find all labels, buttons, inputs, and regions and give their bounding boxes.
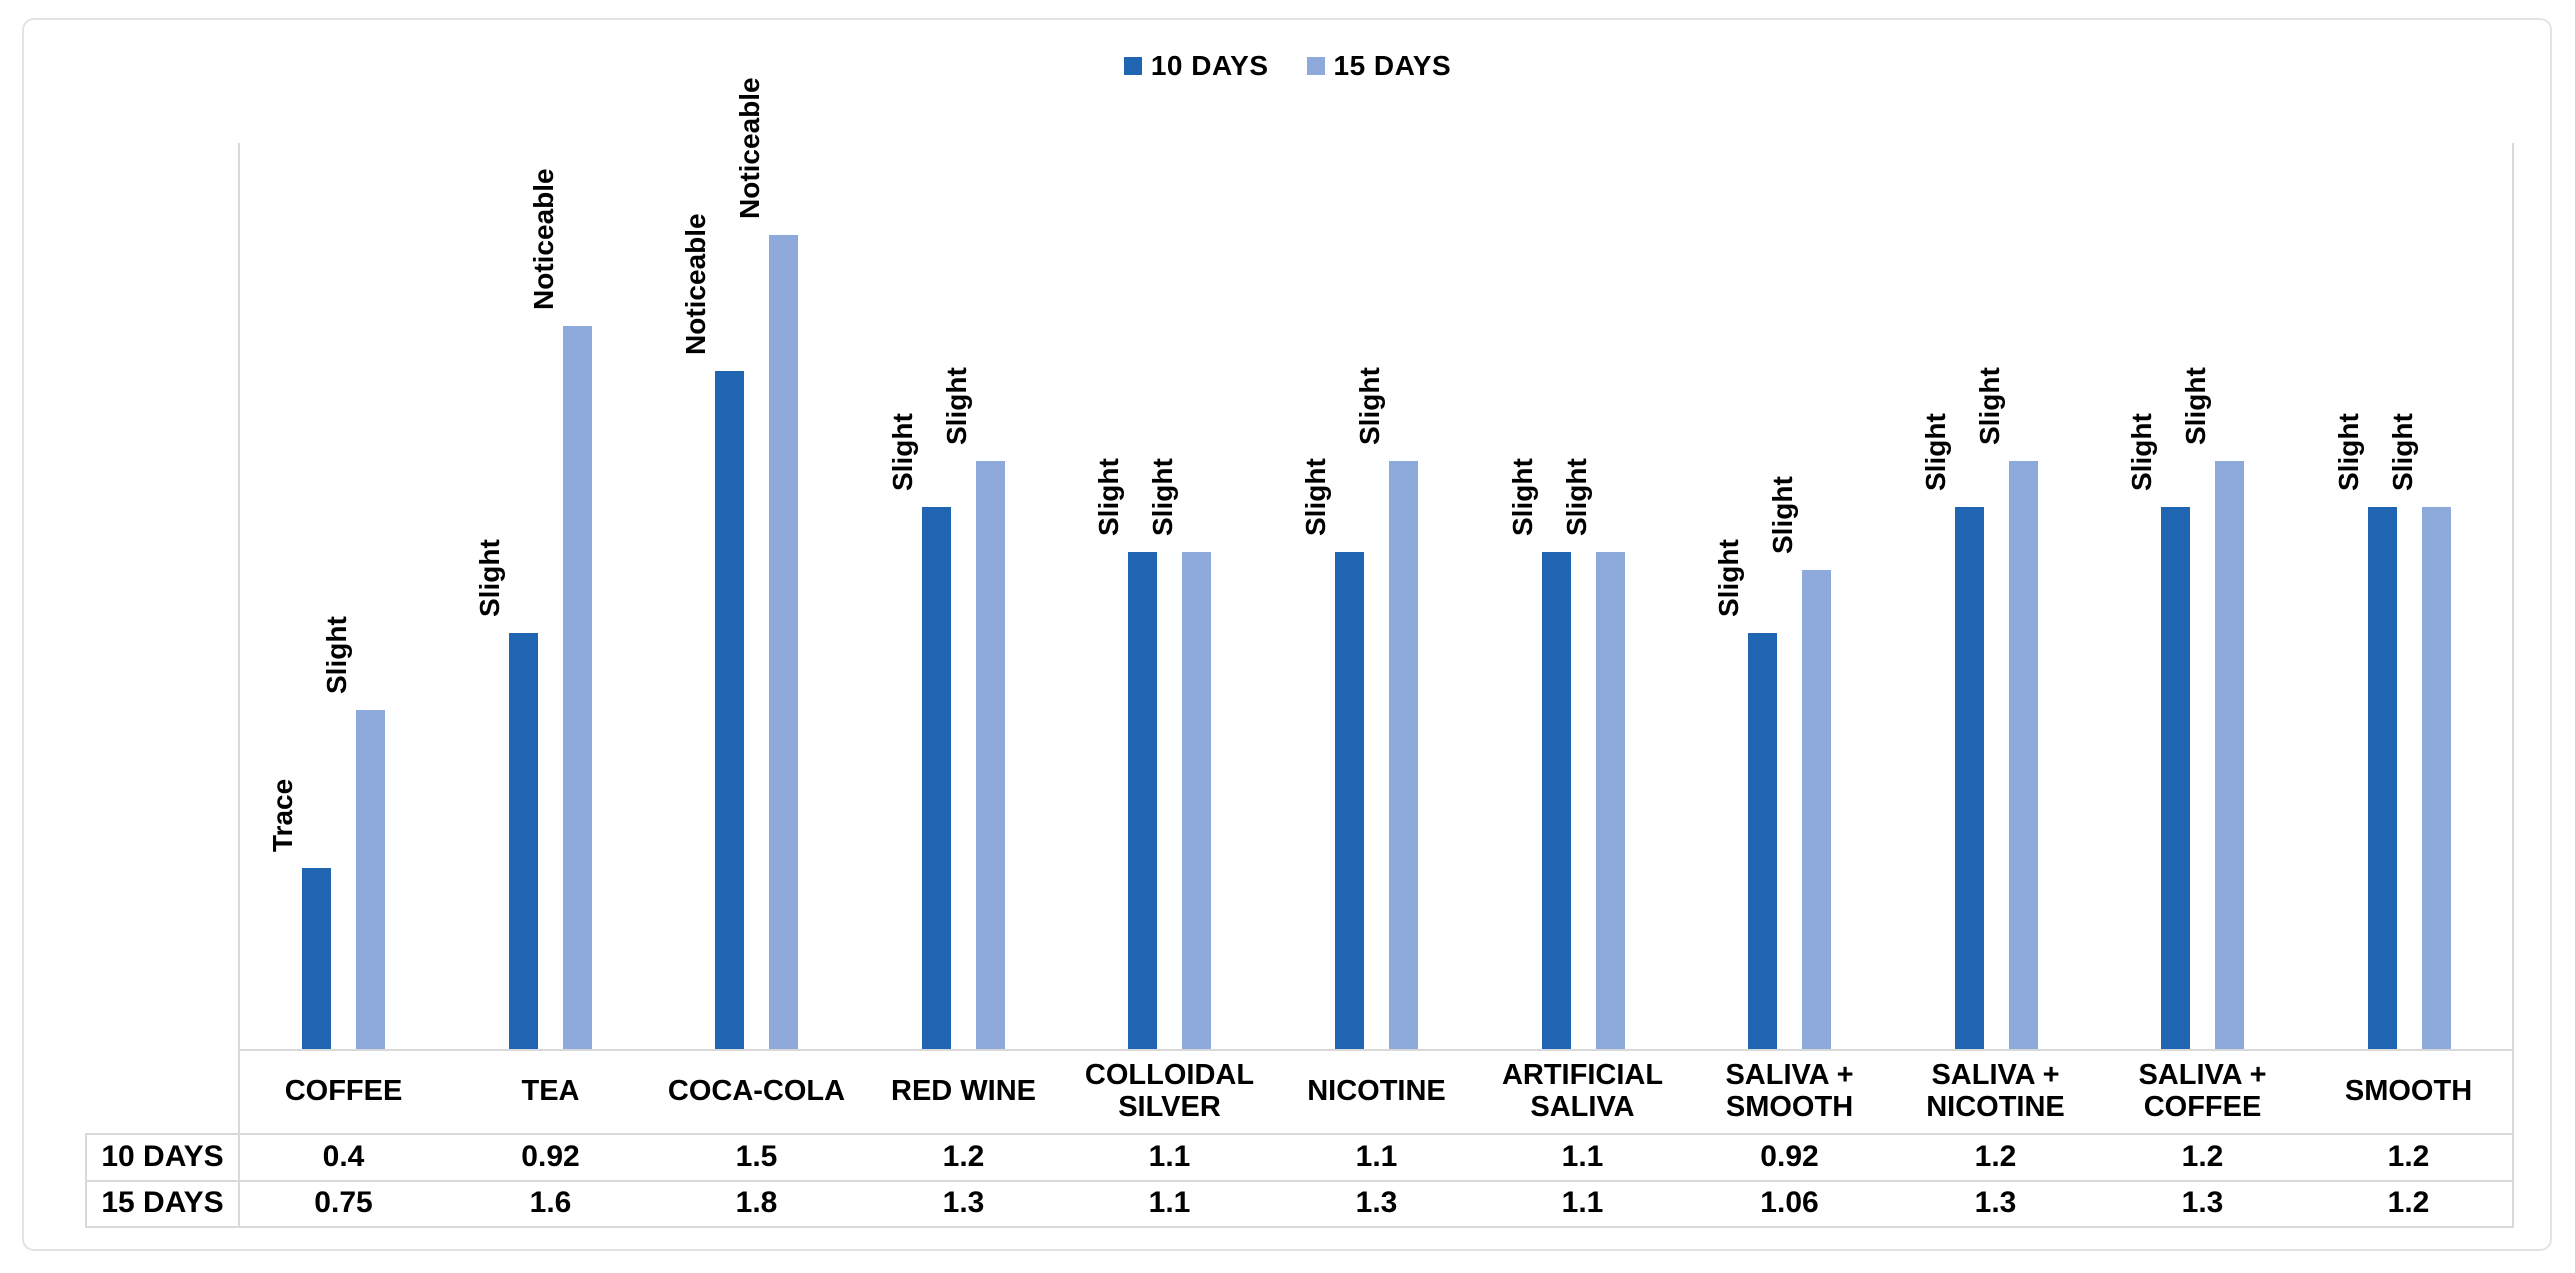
bar-value-label-10-days-tea: Slight bbox=[474, 539, 505, 617]
bar-10-days-coca-cola bbox=[715, 371, 744, 1049]
bar-15-days-coffee bbox=[356, 710, 385, 1049]
bar-15-days-colloidal-silver bbox=[1182, 552, 1211, 1049]
bar-15-days-coca-cola bbox=[769, 235, 798, 1049]
x-axis-baseline bbox=[238, 1049, 2514, 1051]
table-cell-15-days-smooth: 1.2 bbox=[2387, 1186, 2430, 1219]
bar-value-label-15-days-colloidal-silver: Slight bbox=[1147, 458, 1178, 536]
table-line-h3 bbox=[85, 1180, 2514, 1182]
bar-15-days-saliva-coffee bbox=[2215, 461, 2244, 1049]
table-cell-10-days-nicotine: 1.1 bbox=[1355, 1139, 1398, 1173]
chart-legend: 10 DAYS 15 DAYS bbox=[0, 50, 2575, 82]
category-label-smooth: SMOOTH bbox=[2344, 1074, 2473, 1107]
bar-15-days-nicotine bbox=[1389, 461, 1418, 1049]
table-row-header-15-days: 15 DAYS bbox=[101, 1186, 224, 1219]
category-label-red-wine: RED WINE bbox=[891, 1074, 1036, 1107]
bar-value-label-10-days-colloidal-silver: Slight bbox=[1093, 458, 1124, 536]
bar-15-days-saliva-nicotine bbox=[2009, 461, 2038, 1049]
table-cell-15-days-saliva-coffee: 1.3 bbox=[2181, 1186, 2224, 1219]
table-line-right bbox=[2512, 1049, 2514, 1228]
table-cell-10-days-coca-cola: 1.5 bbox=[735, 1139, 778, 1173]
category-label-artificial-saliva: ARTIFICIAL SALIVA bbox=[1501, 1058, 1664, 1123]
table-cell-10-days-saliva-smooth: 0.92 bbox=[1760, 1139, 1819, 1173]
bar-value-label-10-days-saliva-nicotine: Slight bbox=[1920, 413, 1951, 491]
bar-10-days-saliva-coffee bbox=[2161, 507, 2190, 1049]
chart-frame-border bbox=[22, 18, 2552, 1251]
bar-value-label-15-days-coffee: Slight bbox=[321, 616, 352, 694]
table-line-h4 bbox=[85, 1226, 2514, 1228]
legend-item-10-days: 10 DAYS bbox=[1123, 50, 1269, 82]
bar-value-label-15-days-coca-cola: Noticeable bbox=[734, 77, 765, 219]
bar-value-label-15-days-saliva-coffee: Slight bbox=[2180, 367, 2211, 445]
category-label-coffee: COFFEE bbox=[284, 1074, 403, 1107]
table-cell-15-days-coffee: 0.75 bbox=[314, 1186, 373, 1219]
bar-value-label-10-days-artificial-saliva: Slight bbox=[1507, 458, 1538, 536]
legend-label-10-days: 10 DAYS bbox=[1150, 50, 1269, 81]
table-cell-10-days-smooth: 1.2 bbox=[2387, 1139, 2430, 1173]
table-cell-10-days-colloidal-silver: 1.1 bbox=[1148, 1139, 1191, 1173]
bar-value-label-15-days-saliva-smooth: Slight bbox=[1767, 476, 1798, 554]
bar-value-label-15-days-red-wine: Slight bbox=[941, 367, 972, 445]
bar-15-days-smooth bbox=[2422, 507, 2451, 1049]
bar-10-days-red-wine bbox=[922, 507, 951, 1049]
bar-10-days-artificial-saliva bbox=[1542, 552, 1571, 1049]
table-cell-10-days-artificial-saliva: 1.1 bbox=[1561, 1139, 1604, 1173]
category-label-coca-cola: COCA-COLA bbox=[667, 1074, 846, 1107]
bar-15-days-tea bbox=[563, 326, 592, 1049]
table-cell-15-days-colloidal-silver: 1.1 bbox=[1148, 1186, 1191, 1219]
bar-value-label-10-days-smooth: Slight bbox=[2333, 413, 2364, 491]
category-label-saliva-coffee: SALIVA + COFFEE bbox=[2138, 1058, 2267, 1123]
legend-label-15-days: 15 DAYS bbox=[1333, 50, 1452, 81]
bar-15-days-red-wine bbox=[976, 461, 1005, 1049]
table-cell-10-days-tea: 0.92 bbox=[521, 1139, 580, 1173]
table-cell-15-days-red-wine: 1.3 bbox=[942, 1186, 985, 1219]
table-cell-15-days-coca-cola: 1.8 bbox=[735, 1186, 778, 1219]
bar-value-label-15-days-artificial-saliva: Slight bbox=[1561, 458, 1592, 536]
bar-value-label-10-days-nicotine: Slight bbox=[1300, 458, 1331, 536]
category-label-saliva-nicotine: SALIVA + NICOTINE bbox=[1926, 1058, 2065, 1123]
bar-value-label-10-days-red-wine: Slight bbox=[887, 413, 918, 491]
bar-value-label-10-days-saliva-smooth: Slight bbox=[1713, 539, 1744, 617]
plot-right-border-line bbox=[2512, 143, 2514, 1049]
table-line-left bbox=[85, 1133, 87, 1228]
table-cell-10-days-coffee: 0.4 bbox=[322, 1139, 365, 1173]
bar-10-days-coffee bbox=[302, 868, 331, 1049]
table-cell-10-days-red-wine: 1.2 bbox=[942, 1139, 985, 1173]
bar-value-label-10-days-coffee: Trace bbox=[267, 778, 298, 852]
table-cell-15-days-saliva-nicotine: 1.3 bbox=[1974, 1186, 2017, 1219]
table-cell-15-days-nicotine: 1.3 bbox=[1355, 1186, 1398, 1219]
y-axis-line bbox=[238, 143, 240, 1049]
table-line-header-sep bbox=[238, 1049, 240, 1228]
bar-value-label-10-days-coca-cola: Noticeable bbox=[680, 213, 711, 355]
bar-value-label-15-days-saliva-nicotine: Slight bbox=[1974, 367, 2005, 445]
bar-value-label-10-days-saliva-coffee: Slight bbox=[2126, 413, 2157, 491]
bar-value-label-15-days-nicotine: Slight bbox=[1354, 367, 1385, 445]
bar-10-days-saliva-nicotine bbox=[1955, 507, 1984, 1049]
bar-10-days-saliva-smooth bbox=[1748, 633, 1777, 1049]
table-cell-15-days-artificial-saliva: 1.1 bbox=[1561, 1186, 1604, 1219]
category-label-colloidal-silver: COLLOIDAL SILVER bbox=[1084, 1058, 1255, 1123]
bar-10-days-tea bbox=[509, 633, 538, 1049]
table-line-h2 bbox=[85, 1133, 2514, 1135]
table-cell-10-days-saliva-nicotine: 1.2 bbox=[1974, 1139, 2017, 1173]
table-cell-15-days-saliva-smooth: 1.06 bbox=[1760, 1186, 1819, 1219]
bar-15-days-saliva-smooth bbox=[1802, 570, 1831, 1049]
legend-swatch-square-icon bbox=[1306, 57, 1325, 75]
table-row-header-10-days: 10 DAYS bbox=[101, 1139, 224, 1173]
category-label-nicotine: NICOTINE bbox=[1307, 1074, 1446, 1107]
legend-item-15-days: 15 DAYS bbox=[1306, 50, 1452, 82]
bar-10-days-nicotine bbox=[1335, 552, 1364, 1049]
bar-10-days-colloidal-silver bbox=[1128, 552, 1157, 1049]
table-cell-10-days-saliva-coffee: 1.2 bbox=[2181, 1139, 2224, 1173]
bar-15-days-artificial-saliva bbox=[1596, 552, 1625, 1049]
bar-value-label-15-days-tea: Noticeable bbox=[528, 168, 559, 310]
bar-10-days-smooth bbox=[2368, 507, 2397, 1049]
table-cell-15-days-tea: 1.6 bbox=[529, 1186, 572, 1219]
bar-value-label-15-days-smooth: Slight bbox=[2387, 413, 2418, 491]
legend-swatch-square-icon bbox=[1123, 57, 1142, 75]
category-label-tea: TEA bbox=[521, 1074, 580, 1107]
category-label-saliva-smooth: SALIVA + SMOOTH bbox=[1725, 1058, 1854, 1123]
